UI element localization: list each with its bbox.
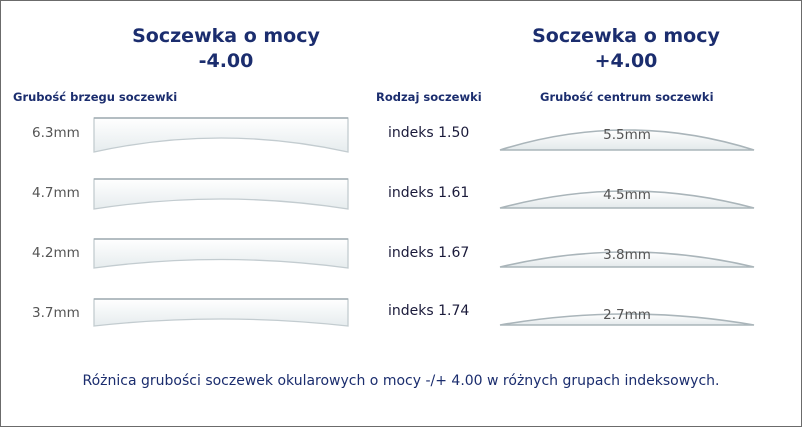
positive-lens-shape xyxy=(499,313,755,326)
header-lens-type: Rodzaj soczewki xyxy=(376,90,482,104)
lens-index-label: indeks 1.67 xyxy=(388,245,470,261)
title-positive-lens: Soczewka o mocy +4.00 xyxy=(476,24,776,74)
header-center-thickness: Grubość centrum soczewki xyxy=(540,90,714,104)
title-negative-line1: Soczewka o mocy xyxy=(132,25,320,47)
negative-lens-shape xyxy=(93,238,349,269)
title-negative-lens: Soczewka o mocy -4.00 xyxy=(76,24,376,74)
edge-thickness-value: 3.7mm xyxy=(32,305,80,321)
title-positive-line1: Soczewka o mocy xyxy=(532,25,720,47)
center-thickness-value: 3.8mm xyxy=(603,247,651,263)
center-thickness-value: 2.7mm xyxy=(603,307,651,323)
center-thickness-value: 4.5mm xyxy=(603,187,651,203)
positive-lens-shape xyxy=(499,190,755,209)
edge-thickness-value: 4.2mm xyxy=(32,245,80,261)
negative-lens-shape xyxy=(93,178,349,210)
title-negative-line2: -4.00 xyxy=(198,50,254,72)
negative-lens-shape xyxy=(93,298,349,327)
center-thickness-value: 5.5mm xyxy=(603,127,651,143)
lens-index-label: indeks 1.61 xyxy=(388,185,470,201)
positive-lens-shape xyxy=(499,129,755,151)
lens-index-label: indeks 1.50 xyxy=(388,125,470,141)
lens-index-label: indeks 1.74 xyxy=(388,303,470,319)
negative-lens-shape xyxy=(93,117,349,153)
title-positive-line2: +4.00 xyxy=(594,50,658,72)
header-edge-thickness: Grubość brzegu soczewki xyxy=(13,90,178,104)
edge-thickness-value: 4.7mm xyxy=(32,185,80,201)
positive-lens-shape xyxy=(499,251,755,268)
caption: Różnica grubości soczewek okularowych o … xyxy=(82,373,720,389)
edge-thickness-value: 6.3mm xyxy=(32,125,80,141)
